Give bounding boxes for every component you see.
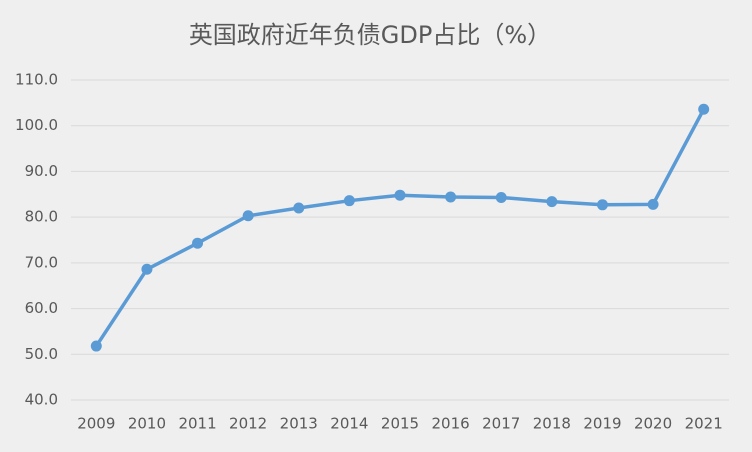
- x-tick-label: 2020: [634, 415, 672, 433]
- x-tick-label: 2010: [128, 415, 166, 433]
- y-tick-label: 110.0: [15, 71, 58, 89]
- x-tick-label: 2016: [432, 415, 470, 433]
- data-point: [192, 237, 204, 249]
- y-tick-label: 70.0: [25, 253, 58, 271]
- data-point: [141, 263, 153, 275]
- data-point: [546, 196, 558, 208]
- x-tick-label: 2012: [229, 415, 267, 433]
- data-point: [90, 340, 102, 352]
- data-point: [242, 210, 254, 222]
- x-tick-label: 2017: [482, 415, 520, 433]
- data-point: [394, 189, 406, 201]
- x-tick-label: 2015: [381, 415, 419, 433]
- y-tick-label: 50.0: [25, 345, 58, 363]
- chart-title: 英国政府近年负债GDP占比（%）: [189, 21, 551, 49]
- y-tick-label: 90.0: [25, 162, 58, 180]
- data-point: [647, 198, 659, 210]
- y-tick-label: 80.0: [25, 208, 58, 226]
- y-tick-label: 100.0: [15, 116, 58, 134]
- y-tick-label: 40.0: [25, 391, 58, 409]
- x-tick-label: 2018: [533, 415, 571, 433]
- y-tick-label: 60.0: [25, 299, 58, 317]
- x-tick-label: 2019: [583, 415, 621, 433]
- x-tick-label: 2014: [330, 415, 368, 433]
- data-point: [445, 191, 457, 203]
- x-tick-label: 2009: [77, 415, 115, 433]
- x-tick-label: 2021: [685, 415, 723, 433]
- data-point: [596, 199, 608, 211]
- x-tick-label: 2013: [280, 415, 318, 433]
- x-tick-label: 2011: [178, 415, 216, 433]
- data-point: [698, 103, 710, 115]
- data-point: [343, 195, 355, 207]
- data-point: [495, 191, 507, 203]
- data-point: [293, 202, 305, 214]
